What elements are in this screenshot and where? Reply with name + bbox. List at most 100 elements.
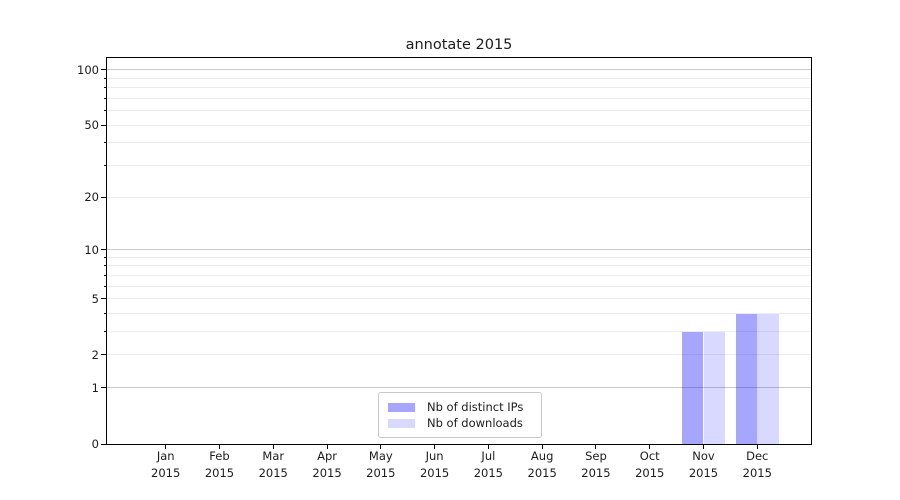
x-tick-month: Dec <box>746 449 769 463</box>
minor-gridline <box>107 77 811 79</box>
x-tick-mark <box>380 445 382 449</box>
y-tick-label: 50 <box>84 118 99 133</box>
x-tick-label: Apr 2015 <box>299 448 355 481</box>
minor-gridline <box>107 124 811 126</box>
y-tick-label: 1 <box>91 380 99 395</box>
y-tick-mark <box>101 249 106 251</box>
major-gridline <box>107 69 811 71</box>
legend-label: Nb of downloads <box>427 416 523 430</box>
legend-entry: Nb of downloads <box>388 416 532 430</box>
x-tick-mark <box>649 445 651 449</box>
y-minor-tick-mark <box>103 142 106 144</box>
bar-distinct-ips <box>735 313 758 444</box>
x-tick-year: 2015 <box>419 465 450 480</box>
x-tick-year: 2015 <box>312 465 342 480</box>
x-tick-month: Oct <box>639 449 660 463</box>
chart-title: annotate 2015 <box>405 37 513 53</box>
y-tick-label: 5 <box>91 291 99 306</box>
minor-gridline <box>107 331 811 333</box>
legend-label: Nb of distinct IPs <box>427 400 524 414</box>
x-tick-mark <box>165 445 167 449</box>
x-tick-mark <box>218 445 220 449</box>
y-tick-label: 20 <box>84 190 99 205</box>
x-tick-mark <box>272 445 274 449</box>
minor-gridline <box>107 97 811 99</box>
legend-entry: Nb of distinct IPs <box>388 400 532 414</box>
y-tick-label: 0 <box>91 437 99 451</box>
x-tick-month: Nov <box>692 449 715 463</box>
x-tick-year: 2015 <box>258 465 288 480</box>
y-minor-tick-mark <box>103 256 106 258</box>
minor-gridline <box>107 285 811 287</box>
x-tick-label: Jun 2015 <box>407 448 463 481</box>
x-tick-month: Sep <box>585 449 607 463</box>
y-minor-tick-mark <box>103 165 106 167</box>
x-tick-year: 2015 <box>527 465 557 480</box>
x-tick-mark <box>595 445 597 449</box>
x-tick-label: Aug 2015 <box>514 448 570 481</box>
x-tick-label: Jan 2015 <box>138 448 194 481</box>
minor-gridline <box>107 87 811 89</box>
y-minor-tick-mark <box>103 110 106 112</box>
x-tick-year: 2015 <box>635 465 665 480</box>
y-tick-label: 10 <box>84 242 99 257</box>
y-minor-tick-mark <box>103 77 106 79</box>
minor-gridline <box>107 196 811 198</box>
y-minor-tick-mark <box>103 285 106 287</box>
x-tick-month: Jun <box>425 449 444 463</box>
bar-downloads <box>703 331 725 444</box>
x-tick-mark <box>326 445 328 449</box>
y-minor-tick-mark <box>103 87 106 89</box>
x-tick-mark <box>487 445 489 449</box>
x-tick-year: 2015 <box>581 465 611 480</box>
x-tick-mark <box>434 445 436 449</box>
y-minor-tick-mark <box>103 274 106 276</box>
x-tick-month: Feb <box>209 449 230 463</box>
plot-area: Nb of distinct IPs Nb of downloads <box>106 57 812 445</box>
x-tick-year: 2015 <box>366 465 396 480</box>
x-tick-month: May <box>368 449 393 463</box>
minor-gridline <box>107 313 811 315</box>
x-tick-label: Feb 2015 <box>191 448 247 481</box>
major-gridline <box>107 249 811 251</box>
x-tick-year: 2015 <box>742 465 772 480</box>
legend-swatch <box>388 418 415 428</box>
x-tick-mark <box>756 445 758 449</box>
x-tick-month: Jan <box>156 449 175 463</box>
x-tick-label: Dec 2015 <box>729 448 785 481</box>
plot-canvas: Nb of distinct IPs Nb of downloads <box>107 58 811 444</box>
x-tick-mark <box>541 445 543 449</box>
x-tick-month: Mar <box>262 449 285 463</box>
x-tick-label: Nov 2015 <box>676 448 732 481</box>
y-tick-mark <box>101 443 106 445</box>
x-tick-mark <box>703 445 704 449</box>
minor-gridline <box>107 110 811 112</box>
x-tick-month: Apr <box>317 449 337 463</box>
minor-gridline <box>107 142 811 144</box>
minor-gridline <box>107 298 811 300</box>
y-minor-tick-mark <box>103 313 106 315</box>
major-gridline <box>107 387 811 389</box>
x-tick-year: 2015 <box>151 465 181 480</box>
y-minor-tick-mark <box>103 298 106 300</box>
x-tick-year: 2015 <box>204 465 235 480</box>
y-minor-tick-mark <box>103 331 106 333</box>
minor-gridline <box>107 256 811 258</box>
minor-gridline <box>107 165 811 167</box>
bar-distinct-ips <box>682 331 704 444</box>
y-tick-mark <box>101 69 106 71</box>
x-tick-year: 2015 <box>688 465 719 480</box>
x-tick-label: May 2015 <box>353 448 409 481</box>
minor-gridline <box>107 354 811 356</box>
y-tick-mark <box>101 387 106 389</box>
minor-gridline <box>107 274 811 276</box>
y-minor-tick-mark <box>103 354 106 356</box>
legend: Nb of distinct IPs Nb of downloads <box>378 392 542 438</box>
x-tick-year: 2015 <box>473 465 504 480</box>
bar-downloads <box>757 313 779 444</box>
x-tick-month: Jul <box>481 449 496 463</box>
x-tick-month: Aug <box>530 449 554 463</box>
y-minor-tick-mark <box>103 196 106 198</box>
y-minor-tick-mark <box>103 97 106 99</box>
